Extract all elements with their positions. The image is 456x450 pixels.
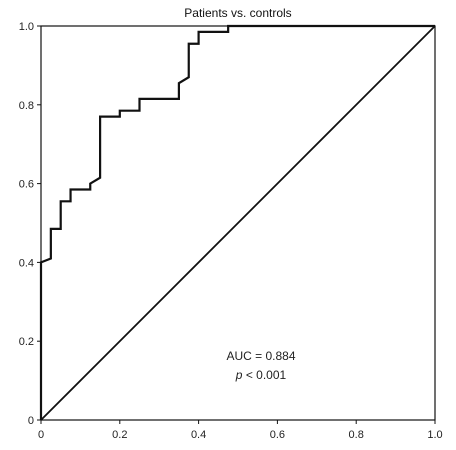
- ticks-layer: 0 0.2 0.4 0.6 0.8 1.0 0 0.2 0.4 0.6 0.8 1.0: [19, 21, 443, 441]
- p-value-annotation: p < 0.001: [235, 368, 287, 382]
- y-tick-label: 0.2: [19, 336, 34, 348]
- x-tick-label: 0.8: [349, 429, 364, 441]
- chart-title: Patients vs. controls: [184, 6, 291, 20]
- x-tick-label: 0: [38, 429, 44, 441]
- p-value-text: < 0.001: [242, 368, 286, 382]
- x-tick-label: 0.6: [270, 429, 285, 441]
- y-tick-label: 0: [28, 415, 34, 427]
- auc-annotation: AUC = 0.884: [226, 349, 295, 363]
- roc-curve-line: [39, 24, 435, 420]
- y-tick-label: 1.0: [19, 21, 34, 33]
- reference-diagonal-line: [40, 25, 436, 421]
- x-tick-label: 0.4: [191, 429, 206, 441]
- series-layer: [39, 24, 436, 421]
- x-tick-label: 1.0: [427, 429, 442, 441]
- p-symbol: p: [235, 368, 243, 382]
- y-tick-label: 0.8: [19, 100, 34, 112]
- y-tick-label: 0.4: [19, 257, 34, 269]
- x-tick-label: 0.2: [112, 429, 127, 441]
- y-tick-label: 0.6: [19, 179, 34, 191]
